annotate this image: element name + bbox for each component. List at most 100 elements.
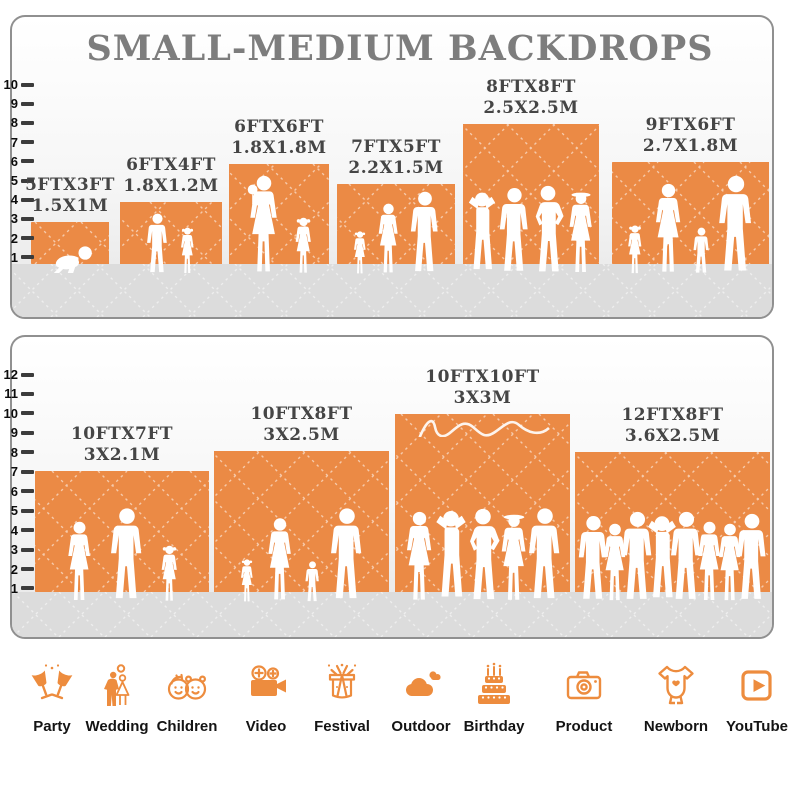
backdrop-size-label: 6FTX4FT 1.8X1.2M <box>81 155 261 196</box>
size-m: 3X2.5M <box>263 424 340 445</box>
ruler-tick: 4 <box>0 523 34 538</box>
size-ft: 7FTX5FT <box>351 137 441 157</box>
size-ft: 6FTX6FT <box>234 117 324 137</box>
category-item-wedding[interactable]: Wedding <box>74 662 160 735</box>
ruler-tick: 7 <box>0 464 34 479</box>
backdrop-size-label: 6FTX6FT 1.8X1.8M <box>189 117 369 158</box>
birthday-icon <box>478 662 510 704</box>
product-icon <box>566 671 602 700</box>
man-silhouette-icon <box>719 175 751 271</box>
ruler-tick: 5 <box>0 503 34 518</box>
ruler-number: 2 <box>10 230 18 246</box>
man-hips-silhouette-icon <box>535 185 564 272</box>
ruler-tick: 5 <box>0 173 34 188</box>
category-label: Children <box>156 718 218 735</box>
ruler-number: 3 <box>10 542 18 558</box>
category-item-newborn[interactable]: Newborn <box>633 662 719 735</box>
child-silhouette-icon <box>304 561 319 602</box>
category-item-party[interactable]: Party <box>9 662 95 735</box>
ruler-tick: 2 <box>0 562 34 577</box>
category-item-youtube[interactable]: YouTube <box>714 662 800 735</box>
page-title: SMALL-MEDIUM BACKDROPS <box>86 28 714 69</box>
category-item-children[interactable]: Children <box>144 662 230 735</box>
category-label: Outdoor <box>391 718 451 735</box>
ruler-number: 5 <box>10 503 18 519</box>
backdrop-rect <box>120 202 222 274</box>
category-item-video[interactable]: Video <box>223 662 309 735</box>
ruler-dash <box>21 197 34 202</box>
man-silhouette-icon <box>111 508 142 599</box>
ruler-dash <box>21 236 34 241</box>
size-m: 2.2X1.5M <box>348 157 444 178</box>
ruler-dash <box>21 567 34 571</box>
category-item-outdoor[interactable]: Outdoor <box>378 662 464 735</box>
youtube-icon <box>741 670 772 701</box>
category-item-product[interactable]: Product <box>541 662 627 735</box>
ruler-tick: 12 <box>0 367 34 382</box>
boy-silhouette-icon <box>147 213 167 273</box>
ruler-dash <box>21 159 34 164</box>
ruler-dash <box>21 469 34 474</box>
ruler-tick: 1 <box>0 250 34 265</box>
ruler-tick: 4 <box>0 192 34 207</box>
man-silhouette-icon <box>736 513 765 599</box>
ruler-number: 4 <box>10 192 18 208</box>
ruler-tick: 2 <box>0 231 34 246</box>
size-ft: 10FTX10FT <box>425 367 540 387</box>
ruler-dash <box>21 450 34 455</box>
children-icon <box>167 673 207 700</box>
woman-silhouette-icon <box>378 203 398 273</box>
girl-silhouette-icon <box>181 227 194 274</box>
ruler-number: 10 <box>3 77 18 92</box>
ruler-dash <box>21 391 34 396</box>
ruler-dash <box>21 372 34 377</box>
man-silhouette-icon <box>410 191 438 272</box>
silhouette-group <box>575 511 770 603</box>
size-m: 2.5X2.5M <box>483 97 579 118</box>
backdrop-rect <box>337 184 455 274</box>
category-item-festival[interactable]: Festival <box>299 662 385 735</box>
backdrop-size-label: 10FTX7FT 3X2.1M <box>32 424 212 465</box>
ruler-dash <box>21 508 34 513</box>
ruler-tick: 9 <box>0 425 34 440</box>
backdrop-size-label: 8FTX8FT 2.5X2.5M <box>441 77 621 118</box>
girl-silhouette-icon <box>353 231 366 274</box>
ruler-dash <box>21 586 34 591</box>
girl-silhouette-icon <box>240 559 253 602</box>
man-silhouette-icon <box>330 508 361 599</box>
backdrop-rect <box>31 222 109 273</box>
size-m: 3X3M <box>453 387 512 408</box>
girl-silhouette-icon <box>628 225 642 274</box>
backdrop-size-label: 7FTX5FT 2.2X1.5M <box>306 137 486 178</box>
silhouette-group <box>463 185 599 275</box>
crawling-baby-silhouette-icon <box>53 246 92 273</box>
ruler-tick: 7 <box>0 135 34 150</box>
size-ft: 10FTX8FT <box>250 404 353 424</box>
video-icon <box>251 665 286 696</box>
backdrop-rect <box>214 451 389 602</box>
woman-hat-silhouette-icon <box>569 192 592 272</box>
silhouette-group <box>35 507 209 603</box>
size-m: 1.8X1.2M <box>123 175 219 196</box>
size-m: 1.8X1.8M <box>231 137 327 158</box>
ruler-number: 4 <box>10 522 18 538</box>
ruler-tick: 6 <box>0 154 34 169</box>
category-label: Video <box>245 718 287 735</box>
ruler-number: 6 <box>10 483 18 499</box>
ruler-number: 5 <box>10 173 18 188</box>
child-silhouette-icon <box>693 227 709 273</box>
woman-silhouette-icon <box>68 521 90 601</box>
size-ft: 9FTX6FT <box>645 115 736 135</box>
floor-strip <box>12 264 772 317</box>
size-m: 3.6X2.5M <box>624 425 721 446</box>
ruler-number: 3 <box>10 211 18 227</box>
size-chart-panel-top: 10 9 8 7 6 5 4 3 2 1 5FTX3FT 1.5X1M <box>4 15 774 319</box>
category-item-birthday[interactable]: Birthday <box>451 662 537 735</box>
size-m: 1.5X1M <box>31 195 109 216</box>
ruler-tick: 3 <box>0 211 34 226</box>
ruler-tick: 10 <box>0 77 34 92</box>
ruler-number: 9 <box>10 425 18 441</box>
newborn-icon <box>658 665 694 705</box>
man-silhouette-icon <box>529 508 560 599</box>
ruler-tick: 9 <box>0 96 34 111</box>
